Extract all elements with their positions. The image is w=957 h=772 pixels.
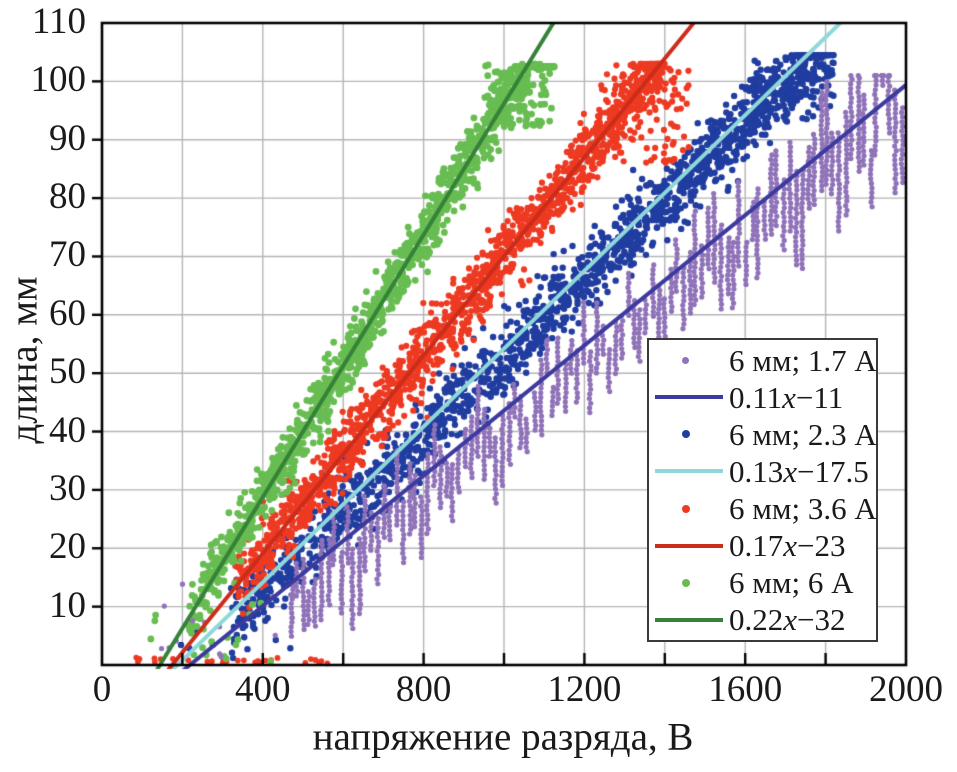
- legend-line-swatch: [649, 395, 729, 400]
- x-tick-label: 1200: [547, 669, 622, 710]
- legend-label: 0.17x−23: [729, 528, 846, 564]
- y-tick-label: 90: [49, 117, 86, 159]
- legend-label: 0.22x−32: [729, 602, 846, 638]
- legend-label: 0.13x−17.5: [729, 453, 869, 489]
- legend-label: 6 мм; 3.6 А: [729, 491, 877, 527]
- legend-marker-swatch: [649, 578, 729, 587]
- y-tick-label: 10: [49, 584, 86, 626]
- legend-marker-swatch: [649, 356, 729, 364]
- x-tick-label: 2000: [869, 669, 943, 710]
- y-tick-label: 70: [49, 234, 86, 276]
- legend-dot-marker: [682, 356, 689, 364]
- legend: 6 мм; 1.7 А 0.11x−11 6 мм; 2.3 А 0.13x−17.5…: [647, 338, 878, 642]
- y-tick-label: 60: [49, 292, 86, 334]
- legend-item: 0.11x−11: [649, 379, 876, 415]
- x-tick-label: 800: [395, 669, 452, 710]
- legend-item: 0.17x−23: [649, 528, 876, 564]
- legend-line-marker: [655, 469, 723, 474]
- legend-line-marker: [655, 617, 723, 622]
- y-tick-label: 20: [49, 526, 86, 568]
- legend-label: 6 мм; 6 А: [729, 565, 854, 601]
- legend-item: 6 мм; 1.7 А: [649, 342, 877, 378]
- y-tick-label: 50: [49, 351, 86, 393]
- legend-marker-swatch: [649, 430, 729, 439]
- legend-item: 0.13x−17.5: [649, 453, 876, 489]
- legend-line-marker: [655, 395, 723, 400]
- x-tick-label: 1600: [708, 669, 783, 710]
- legend-item: 6 мм; 2.3 А: [649, 416, 877, 452]
- legend-line-swatch: [649, 469, 729, 474]
- legend-dot-marker: [682, 578, 690, 587]
- legend-item: 6 мм; 6 А: [649, 565, 876, 601]
- legend-marker-swatch: [649, 504, 729, 513]
- x-axis-title: напряжение разряда, В: [312, 715, 694, 759]
- legend-dot-marker: [682, 430, 690, 439]
- legend-label: 0.11x−11: [729, 379, 844, 415]
- legend-item: 6 мм; 3.6 А: [649, 491, 877, 527]
- legend-label: 6 мм; 2.3 А: [729, 416, 877, 452]
- y-tick-label: 40: [49, 409, 86, 451]
- y-tick-label: 30: [49, 467, 86, 509]
- y-tick-label: 100: [30, 59, 87, 101]
- legend-line-swatch: [649, 617, 729, 622]
- y-tick-label: 110: [31, 0, 86, 42]
- y-tick-label: 80: [49, 175, 86, 217]
- x-tick-label: 400: [235, 669, 291, 710]
- legend-line-marker: [655, 543, 723, 548]
- x-tick-label: 0: [92, 669, 112, 710]
- legend-label: 6 мм; 1.7 А: [729, 342, 877, 378]
- legend-item: 0.22x−32: [649, 602, 876, 638]
- legend-dot-marker: [682, 504, 690, 513]
- legend-line-swatch: [649, 543, 729, 548]
